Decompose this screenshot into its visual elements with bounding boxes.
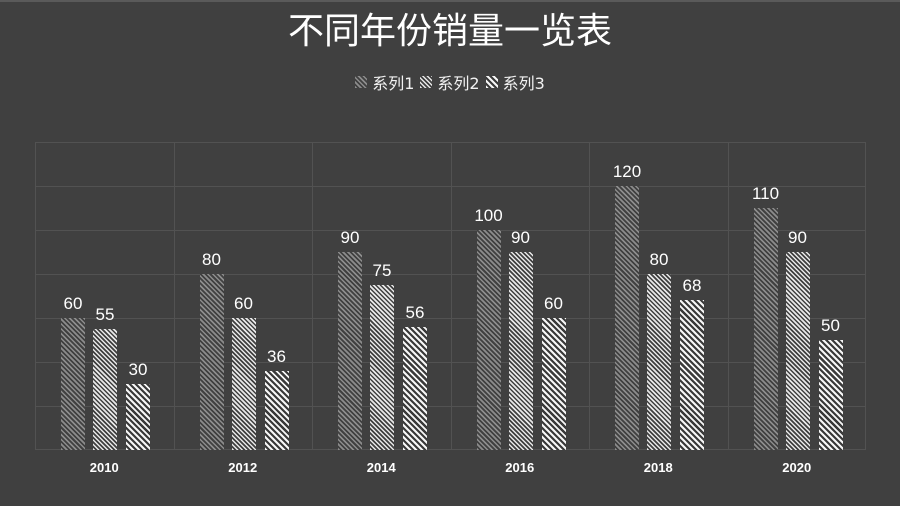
plot-area: 60 55 30 80 60 36 90 75 56 100 90 60 120 80 68 110 90 50 (35, 142, 866, 450)
legend-item-series2[interactable]: 系列2 (420, 70, 480, 94)
bar-series2-2012[interactable] (231, 318, 256, 450)
bar-series1-2014[interactable] (338, 252, 362, 450)
data-label: 90 (340, 228, 360, 247)
legend-item-series3[interactable]: 系列3 (485, 70, 545, 94)
data-label: 75 (372, 261, 392, 280)
legend: 系列1 系列2 系列3 (0, 70, 900, 94)
bar-series3-2012[interactable] (264, 370, 289, 450)
bar-series1-2012[interactable] (199, 274, 224, 450)
gridline-vertical (865, 142, 866, 450)
bar-series3-2020[interactable] (818, 340, 843, 450)
data-label: 50 (821, 316, 840, 335)
data-label: 30 (128, 360, 148, 379)
legend-label: 系列3 (502, 74, 545, 93)
bar-series2-2018[interactable] (647, 274, 671, 450)
bar-series1-2020[interactable] (753, 208, 778, 450)
x-axis-label: 2020 (782, 460, 812, 475)
data-label: 55 (95, 305, 115, 324)
gridline-vertical (450, 142, 452, 450)
x-axis-label: 2012 (228, 460, 258, 475)
data-label: 110 (751, 184, 780, 203)
data-label: 90 (788, 228, 807, 247)
data-label: 36 (267, 346, 286, 366)
data-label: 80 (649, 250, 669, 269)
gridline-vertical (312, 142, 313, 450)
x-axis-label: 2016 (505, 460, 535, 475)
data-label: 80 (202, 250, 221, 269)
legend-swatch-icon (485, 76, 498, 88)
bar-series3-2014[interactable] (403, 326, 427, 450)
data-label: 60 (234, 294, 253, 313)
legend-swatch-icon (420, 76, 433, 88)
gridline-vertical (173, 142, 175, 450)
chart-title: 不同年份销量一览表 (287, 11, 612, 52)
x-axis-label: 2010 (89, 460, 119, 475)
gridline-vertical (35, 142, 36, 450)
top-border (0, 0, 900, 2)
bar-series2-2010[interactable] (93, 329, 117, 450)
bar-series3-2016[interactable] (541, 318, 566, 450)
data-label: 100 (474, 206, 503, 225)
bar-series3-2010[interactable] (126, 384, 150, 450)
bar-series1-2016[interactable] (476, 230, 501, 450)
data-label: 90 (511, 228, 530, 247)
data-label: 60 (63, 294, 83, 313)
bar-series1-2010[interactable] (61, 318, 85, 450)
data-label: 68 (682, 276, 702, 296)
bar-series2-2014[interactable] (370, 285, 394, 450)
gridline-vertical (727, 142, 729, 450)
bar-series2-2016[interactable] (508, 252, 533, 450)
legend-label: 系列2 (437, 74, 480, 93)
bar-series2-2020[interactable] (785, 252, 810, 450)
data-label: 60 (544, 294, 563, 313)
bar-series3-2018[interactable] (680, 300, 704, 450)
x-axis-label: 2014 (366, 460, 396, 475)
data-label: 56 (405, 302, 425, 322)
legend-swatch-icon (355, 76, 368, 88)
data-label: 120 (612, 162, 642, 181)
bar-series1-2018[interactable] (615, 186, 639, 450)
gridline-vertical (589, 142, 590, 450)
x-axis-label: 2018 (643, 460, 673, 475)
legend-item-series1[interactable]: 系列1 (355, 70, 414, 94)
legend-label: 系列1 (372, 74, 415, 93)
